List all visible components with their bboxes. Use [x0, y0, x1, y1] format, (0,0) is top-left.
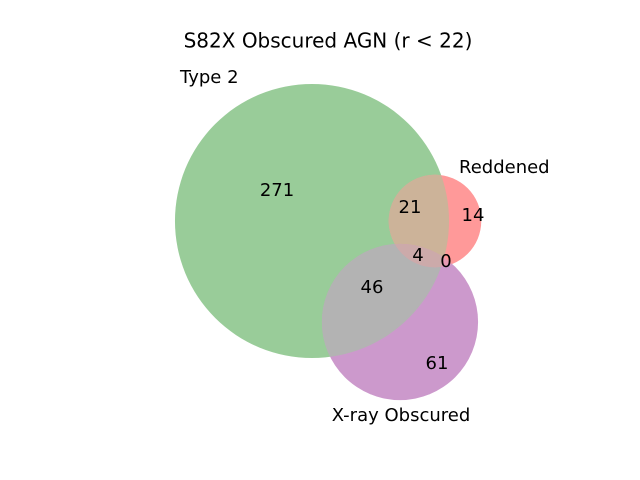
- region-label: 4: [412, 245, 423, 266]
- region-label: 0: [440, 251, 451, 272]
- region-label: 61: [426, 353, 449, 374]
- region-label: 14: [462, 205, 485, 226]
- set-label: X-ray Obscured: [332, 405, 471, 426]
- chart-title: S82X Obscured AGN (r < 22): [184, 29, 473, 53]
- overlap-clip: [388, 174, 450, 268]
- region-label: 271: [260, 180, 294, 201]
- region-label: 21: [399, 197, 422, 218]
- set-label: Reddened: [459, 157, 550, 178]
- region-label: 46: [361, 277, 384, 298]
- set-label: Type 2: [179, 67, 239, 88]
- overlap: [388, 174, 450, 268]
